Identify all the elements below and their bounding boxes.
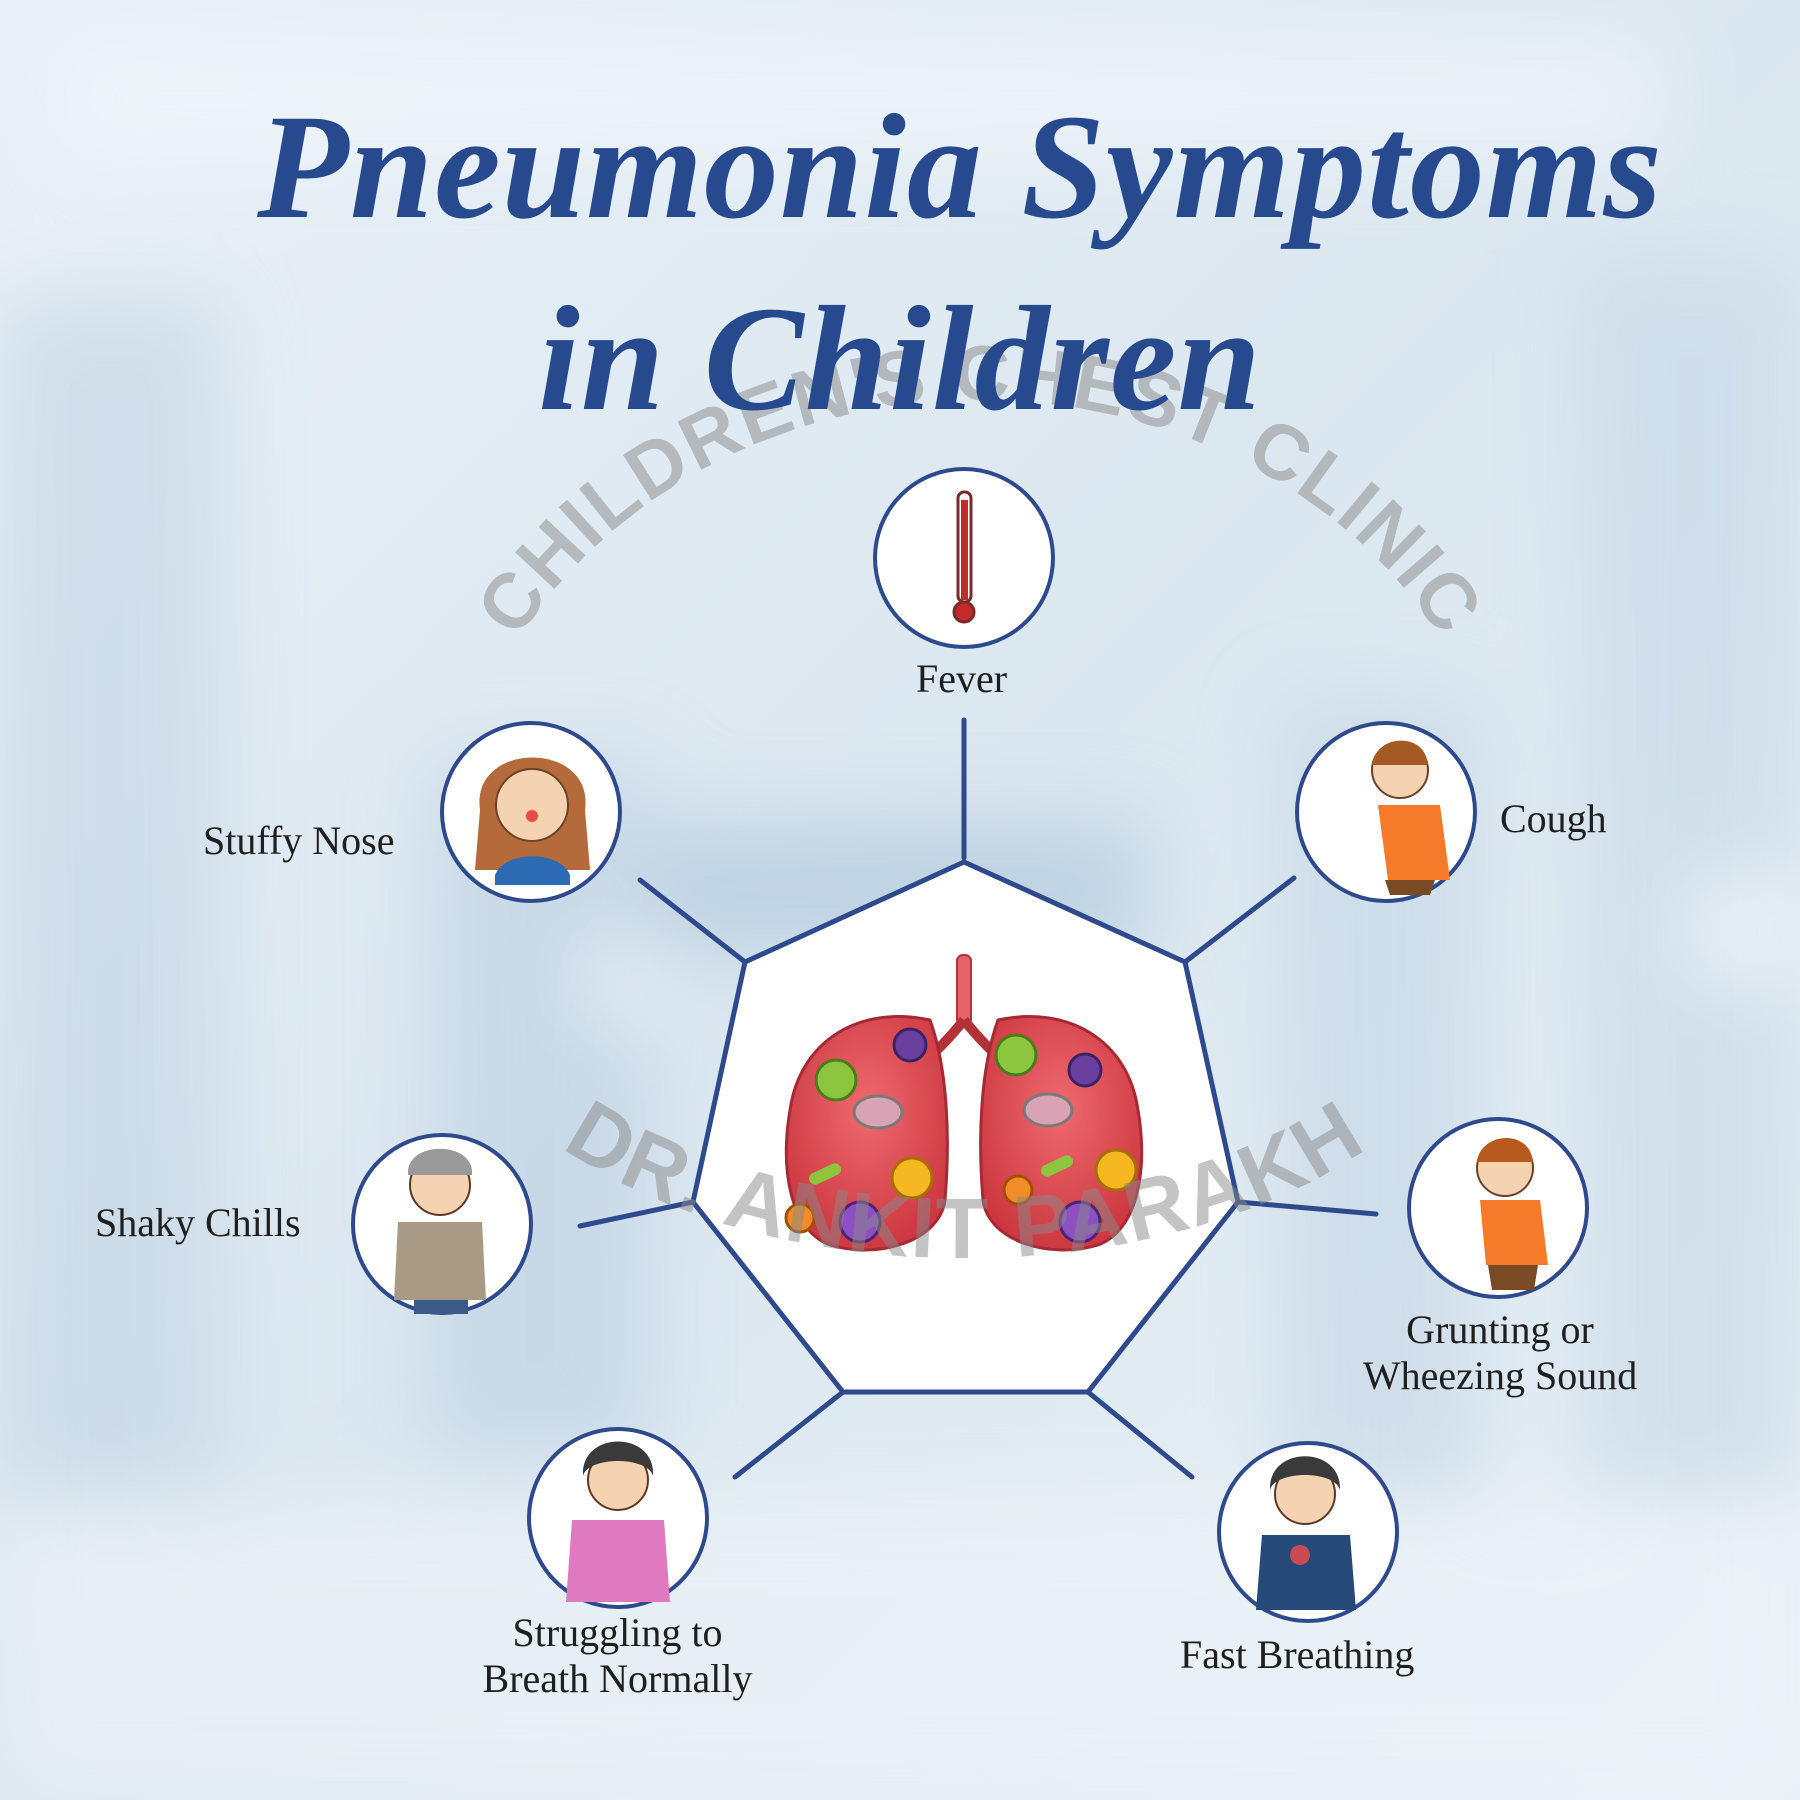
wheezing-child-icon — [1476, 1137, 1548, 1290]
symptom-wheezing — [1407, 1117, 1589, 1299]
symptom-fever — [873, 467, 1055, 649]
label-grunting-line2: Wheezing Sound — [1362, 1353, 1638, 1398]
symptom-stuffy-nose — [440, 721, 622, 903]
label-fast-breathing: Fast Breathing — [1180, 1632, 1415, 1677]
label-struggling-breath: Struggling to Breath Normally — [450, 1610, 785, 1702]
sick-girl-icon — [475, 757, 590, 885]
page-title-line1: Pneumonia Symptoms — [257, 84, 1663, 250]
symptom-shaky-chills — [351, 1133, 533, 1315]
center-heptagon — [690, 859, 1241, 1395]
symptom-struggling-breath — [527, 1427, 709, 1609]
label-shaky-chills: Shaky Chills — [95, 1200, 301, 1245]
coughing-child-icon — [1371, 740, 1450, 895]
label-struggling-line2: Breath Normally — [482, 1656, 753, 1701]
germ-icons — [784, 1027, 1138, 1244]
infected-lungs-icon — [784, 954, 1144, 1252]
shivering-child-icon — [394, 1148, 486, 1314]
chest-pain-child-icon — [1256, 1456, 1356, 1610]
label-stuffy-nose: Stuffy Nose — [203, 818, 395, 863]
label-cough: Cough — [1500, 796, 1607, 841]
page-title-line2: in Children — [538, 276, 1262, 442]
symptom-fast-breathing — [1217, 1441, 1399, 1623]
symptom-cough — [1295, 721, 1477, 903]
thermometer-icon — [952, 490, 976, 624]
label-fever: Fever — [916, 656, 1008, 701]
struggling-child-icon — [566, 1441, 670, 1602]
connector-lines — [577, 717, 1379, 1480]
label-grunting-wheezing: Grunting or Wheezing Sound — [1340, 1307, 1660, 1399]
label-grunting-line1: Grunting or — [1406, 1307, 1594, 1352]
label-struggling-line1: Struggling to — [512, 1610, 723, 1655]
